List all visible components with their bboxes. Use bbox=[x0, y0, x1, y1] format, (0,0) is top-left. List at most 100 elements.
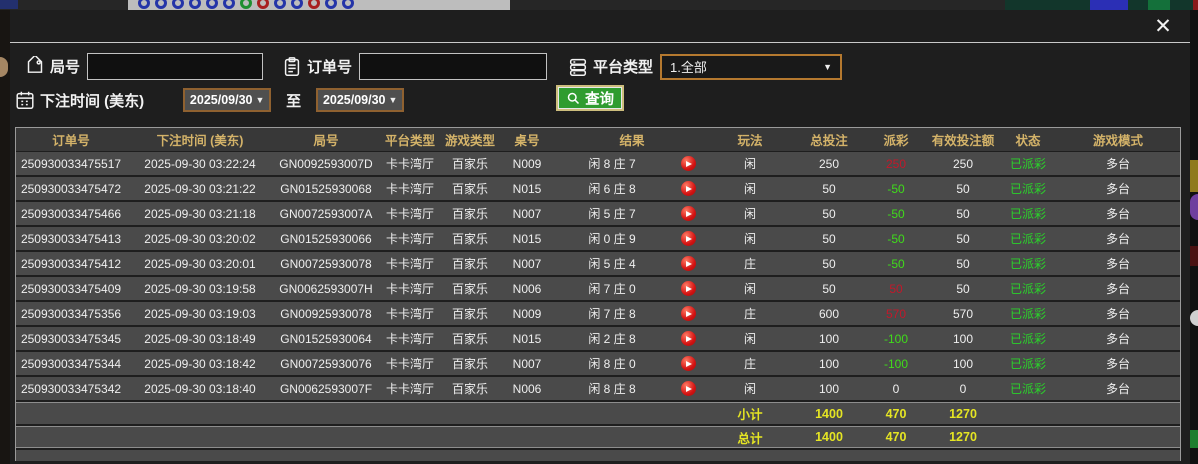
status-badge: 已派彩 bbox=[1009, 307, 1046, 321]
replay-play-icon[interactable] bbox=[680, 281, 696, 297]
col-status: 状态 bbox=[1015, 134, 1041, 148]
replay-cell bbox=[668, 281, 708, 297]
replay-play-icon[interactable] bbox=[680, 156, 696, 172]
replay-play-icon[interactable] bbox=[680, 231, 696, 247]
replay-play-icon[interactable] bbox=[680, 206, 696, 222]
road-bead bbox=[257, 0, 269, 9]
bet-type-cell: 庄 bbox=[743, 357, 756, 371]
col-result: 结果 bbox=[619, 134, 645, 148]
platform-cell: 卡卡湾厅 bbox=[385, 182, 434, 196]
subtotal-label: 小计 bbox=[737, 408, 763, 422]
game-mode-cell: 多台 bbox=[1105, 357, 1130, 371]
valid-bet-cell: 0 bbox=[959, 381, 967, 396]
replay-play-icon[interactable] bbox=[680, 306, 696, 322]
clipboard-icon bbox=[281, 56, 303, 78]
payout-cell: -50 bbox=[887, 206, 905, 221]
result-cell: 闲 7 庄 0 bbox=[588, 282, 636, 296]
total-bet-cell: 50 bbox=[822, 206, 836, 221]
total-bet-cell: 50 bbox=[822, 281, 836, 296]
bet-type-cell: 闲 bbox=[743, 232, 756, 246]
replay-play-icon[interactable] bbox=[680, 381, 696, 397]
platform-type-value: 1.全部 bbox=[670, 60, 707, 75]
valid-bet-cell: 570 bbox=[952, 306, 974, 321]
to-label: 至 bbox=[286, 92, 302, 110]
result-cell: 闲 0 庄 9 bbox=[588, 232, 636, 246]
status-badge: 已派彩 bbox=[1009, 182, 1046, 196]
result-cell: 闲 5 庄 4 bbox=[588, 257, 636, 271]
col-table: 桌号 bbox=[514, 134, 540, 148]
bet-type-cell: 闲 bbox=[743, 157, 756, 171]
filter-bar: 局号 订单号 平台类型 1.全部 ▼ 下注时间 (美东) bbox=[10, 43, 1190, 126]
replay-cell bbox=[668, 381, 708, 397]
side-panel-handle[interactable] bbox=[0, 57, 8, 77]
payout-cell: 50 bbox=[889, 281, 903, 296]
date-from-picker[interactable]: 2025/09/30 ▼ bbox=[183, 88, 272, 112]
total-bet-cell: 50 bbox=[822, 231, 836, 246]
road-bead bbox=[172, 0, 184, 9]
bet-type-cell: 闲 bbox=[743, 207, 756, 221]
order-no-cell: 250930033475409 bbox=[20, 281, 122, 296]
bet-time-cell: 2025-09-30 03:18:49 bbox=[144, 331, 256, 346]
road-bead bbox=[138, 0, 150, 9]
table-row-partial bbox=[16, 450, 1180, 461]
replay-play-icon[interactable] bbox=[680, 356, 696, 372]
round-no-cell: GN01525930066 bbox=[280, 231, 372, 246]
game-type-cell: 百家乐 bbox=[451, 232, 488, 246]
round-no-label: 局号 bbox=[50, 59, 81, 76]
background-blob bbox=[1148, 0, 1170, 10]
game-mode-cell: 多台 bbox=[1105, 257, 1130, 271]
date-to-picker[interactable]: 2025/09/30 ▼ bbox=[316, 88, 405, 112]
replay-cell bbox=[668, 156, 708, 172]
order-no-cell: 250930033475517 bbox=[20, 156, 122, 171]
table-no-cell: N015 bbox=[512, 331, 542, 346]
payout-cell: 570 bbox=[885, 306, 907, 321]
col-platform: 平台类型 bbox=[384, 134, 435, 148]
platform-cell: 卡卡湾厅 bbox=[385, 257, 434, 271]
replay-play-icon[interactable] bbox=[680, 331, 696, 347]
road-bead bbox=[206, 0, 218, 9]
bet-time-cell: 2025-09-30 03:18:42 bbox=[144, 356, 256, 371]
order-no-input[interactable] bbox=[359, 53, 548, 80]
order-no-cell: 250930033475345 bbox=[20, 331, 122, 346]
game-type-cell: 百家乐 bbox=[451, 157, 488, 171]
close-icon[interactable]: ✕ bbox=[1154, 15, 1172, 38]
col-bet: 玩法 bbox=[737, 134, 763, 148]
status-badge: 已派彩 bbox=[1009, 382, 1046, 396]
round-no-input[interactable] bbox=[87, 53, 264, 80]
table-row: 250930033475409 2025-09-30 03:19:58 GN00… bbox=[16, 277, 1180, 300]
platform-type-select[interactable]: 1.全部 ▼ bbox=[660, 53, 843, 80]
result-cell: 闲 5 庄 7 bbox=[588, 207, 636, 221]
payout-cell: -100 bbox=[883, 356, 909, 371]
status-badge: 已派彩 bbox=[1009, 207, 1046, 221]
background-blob bbox=[0, 0, 18, 9]
background-chip bbox=[1190, 194, 1198, 220]
game-type-cell: 百家乐 bbox=[451, 332, 488, 346]
road-bead bbox=[155, 0, 167, 9]
col-valid: 有效投注额 bbox=[931, 134, 995, 148]
grand-total-payout: 470 bbox=[885, 430, 907, 444]
valid-bet-cell: 100 bbox=[952, 356, 974, 371]
grand-total-row: 总计 1400 470 1270 bbox=[16, 426, 1180, 448]
result-cell: 闲 8 庄 7 bbox=[588, 157, 636, 171]
total-bet-cell: 100 bbox=[818, 381, 840, 396]
status-badge: 已派彩 bbox=[1009, 332, 1046, 346]
payout-cell: -50 bbox=[887, 231, 905, 246]
platform-cell: 卡卡湾厅 bbox=[385, 332, 434, 346]
replay-play-icon[interactable] bbox=[680, 181, 696, 197]
col-game: 游戏类型 bbox=[444, 134, 495, 148]
platform-type-label: 平台类型 bbox=[593, 59, 654, 76]
roadmap-strip bbox=[128, 0, 510, 10]
table-row: 250930033475345 2025-09-30 03:18:49 GN01… bbox=[16, 327, 1180, 350]
background-blob bbox=[1190, 160, 1198, 192]
total-bet-cell: 100 bbox=[818, 331, 840, 346]
calendar-icon bbox=[14, 89, 36, 111]
road-bead bbox=[223, 0, 235, 9]
table-no-cell: N009 bbox=[512, 156, 542, 171]
background-right-strip bbox=[1190, 10, 1198, 464]
platform-cell: 卡卡湾厅 bbox=[385, 357, 434, 371]
game-type-cell: 百家乐 bbox=[451, 282, 488, 296]
replay-play-icon[interactable] bbox=[680, 256, 696, 272]
search-button[interactable]: 查询 bbox=[556, 85, 624, 111]
result-cell: 闲 8 庄 8 bbox=[588, 382, 636, 396]
col-total: 总投注 bbox=[810, 134, 848, 148]
